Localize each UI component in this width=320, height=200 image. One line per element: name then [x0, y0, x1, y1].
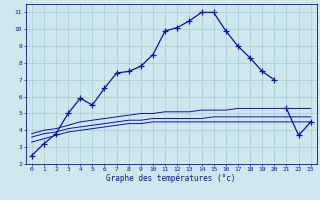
- X-axis label: Graphe des températures (°c): Graphe des températures (°c): [107, 174, 236, 183]
